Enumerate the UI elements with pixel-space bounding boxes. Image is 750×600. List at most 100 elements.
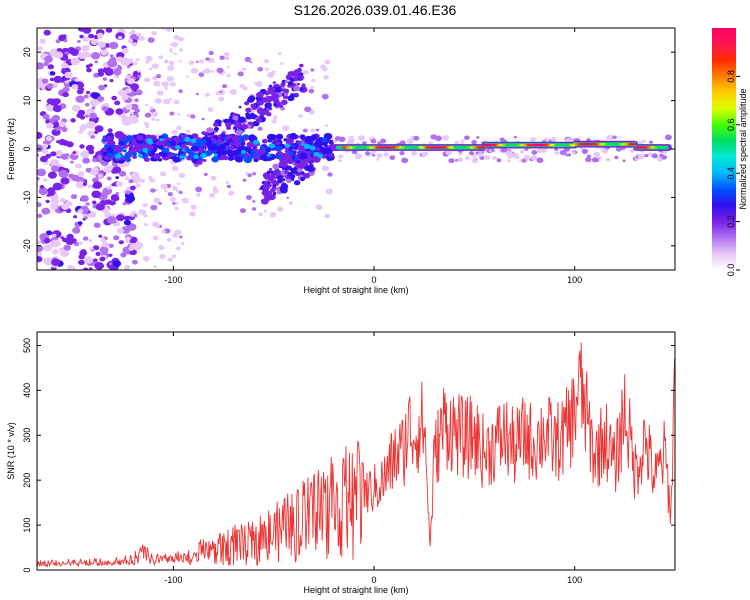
spectrogram-blob	[115, 192, 120, 195]
spectrogram-blob	[163, 189, 168, 193]
spectrogram-blob	[530, 155, 538, 161]
spectrogram-blob	[78, 241, 83, 245]
spectrogram-blob	[289, 132, 298, 140]
snr-plot-area	[37, 342, 675, 568]
spectrogram-blob	[218, 123, 222, 127]
spectrogram-blob	[293, 85, 301, 92]
spectrogram-blob	[203, 68, 211, 74]
spectrogram-blob	[55, 39, 61, 44]
spectrogram-blob	[50, 151, 57, 157]
spectrogram-blob	[178, 60, 182, 63]
spectrogram-blob	[399, 140, 406, 146]
spectrogram-blob	[81, 45, 90, 52]
spectrogram-blob	[209, 193, 216, 198]
spectrogram-blob	[124, 176, 130, 180]
spectrogram-blob	[44, 237, 51, 244]
spectrogram-blob	[118, 170, 127, 177]
spectrogram-blob	[572, 151, 576, 154]
spectrogram-blob	[299, 134, 306, 140]
spectrogram-blob	[210, 70, 214, 73]
spectrogram-blob	[201, 131, 206, 135]
spectrogram-blob	[323, 74, 329, 80]
spectrogram-blob	[51, 258, 61, 266]
figure-title: S126.2026.039.01.46.E36	[293, 2, 457, 18]
spectrogram-blob	[142, 147, 148, 153]
spectrogram-blob	[226, 184, 232, 189]
spectrogram-blob	[274, 86, 282, 93]
spectrogram-blob	[190, 204, 197, 210]
spectrogram-blob	[115, 181, 123, 187]
spectrogram-blob	[106, 147, 114, 153]
snr-axes: -100 0 100 0 100 200 300 400 500	[22, 332, 675, 585]
spectrogram-blob	[84, 102, 90, 107]
spectrogram-blob	[178, 210, 184, 215]
spectrogram-blob	[131, 142, 136, 146]
spectrogram-blob	[71, 174, 80, 182]
spectrogram-blob	[268, 143, 276, 149]
spectrogram-blob	[98, 41, 106, 48]
spectrogram-blob	[399, 151, 405, 156]
spectrogram-blob	[158, 245, 165, 251]
spectrogram-blob	[156, 139, 165, 147]
spectrogram-blob	[204, 92, 211, 97]
spectrogram-blob	[304, 106, 312, 113]
spectrogram-blob	[82, 36, 90, 42]
spectrogram-blob	[585, 157, 592, 163]
spectrogram-blob	[302, 128, 308, 133]
spectrogram-blob	[73, 215, 78, 219]
spectrogram-blob	[70, 194, 78, 200]
spectrogram-blob	[283, 92, 289, 97]
spectrogram-blob	[152, 235, 159, 241]
spectrogram-blob	[79, 34, 84, 39]
spectrogram-blob	[244, 56, 251, 63]
spectrogram-blob	[127, 58, 134, 64]
spectrogram-blob	[176, 125, 182, 131]
spectrogram-blob	[39, 155, 48, 163]
spectrogram-blob	[70, 160, 74, 164]
spectrogram-blob	[272, 81, 276, 84]
spectrogram-blob	[235, 129, 244, 136]
spectrogram-blob	[108, 243, 114, 248]
spectrogram-blob	[246, 98, 252, 103]
spectrogram-blob	[214, 153, 218, 157]
y-tick-label: 500	[22, 338, 32, 353]
spectrogram-blob	[152, 137, 157, 141]
spectrogram-blob	[189, 114, 196, 119]
spectrogram-blob	[259, 145, 266, 150]
spectrogram-blob	[166, 237, 172, 242]
spectrogram-blob	[143, 222, 148, 227]
spectrogram-blob	[237, 71, 244, 77]
spectrogram-blob	[97, 96, 105, 102]
spectrogram-blob	[313, 151, 319, 157]
spectrogram-blob	[377, 141, 382, 145]
spectrogram-blob	[101, 106, 109, 112]
spectrogram-blob	[87, 132, 93, 136]
spectrogram-blob	[254, 82, 258, 85]
spectrogram-blob	[309, 149, 314, 154]
spectrogram-blob	[565, 153, 569, 157]
spectrogram-blob	[421, 152, 428, 158]
spectrogram-blob	[184, 136, 191, 143]
spectrogram-blob	[71, 84, 79, 90]
colorbar-tick-label: 0.6	[726, 119, 736, 132]
spectrogram-blob	[138, 209, 146, 215]
spectrogram-blob	[37, 46, 44, 51]
spectrogram-blob	[250, 149, 256, 155]
spectrogram-blob	[126, 65, 131, 69]
spectrogram-blob	[125, 190, 131, 195]
spectrogram-blob	[622, 159, 626, 162]
spectrogram-blob	[227, 156, 234, 161]
spectrogram-blob	[595, 158, 600, 162]
spectrogram-blob	[309, 145, 316, 151]
spectrogram-blob	[338, 154, 344, 159]
spectrogram-blob	[476, 136, 480, 139]
spectrogram-blob	[296, 82, 300, 86]
spectrogram-blob	[219, 90, 223, 93]
spectrogram-blob	[93, 222, 101, 228]
spectrogram-blob	[185, 129, 191, 134]
spectrogram-blob	[294, 93, 298, 96]
spectrogram-blob	[104, 69, 114, 76]
spectrogram-blob	[37, 62, 45, 70]
spectrogram-blob	[122, 149, 127, 153]
spectrogram-blob	[77, 221, 83, 226]
